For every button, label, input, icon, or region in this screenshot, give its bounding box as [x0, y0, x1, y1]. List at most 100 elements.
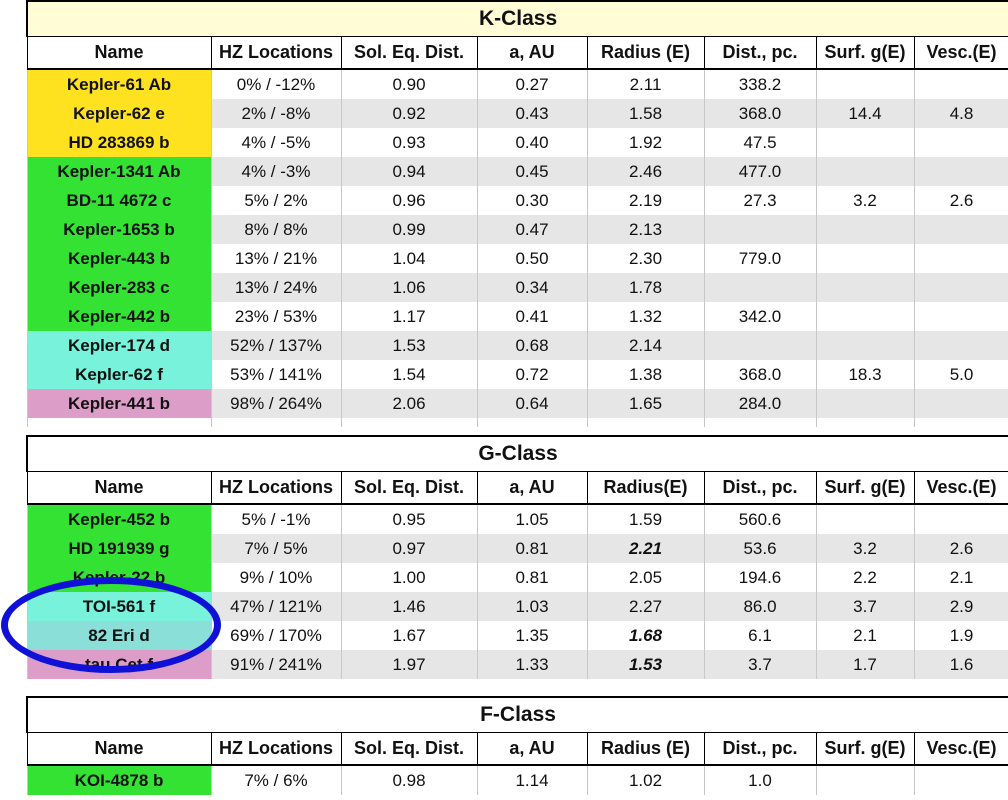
value-cell: 342.0: [703, 302, 817, 331]
planet-name-cell: Kepler-443 b: [26, 244, 212, 273]
value-cell: 2.46: [586, 157, 705, 186]
value-cell: 2.1: [913, 563, 1008, 592]
planet-name-cell: HD 283869 b: [26, 128, 212, 157]
planet-name-cell: HD 191939 g: [26, 534, 212, 563]
section-title-row: G-Class: [25, 435, 1008, 472]
value-cell: [913, 157, 1008, 186]
planet-name-cell: Kepler-452 b: [26, 504, 212, 534]
planet-name-cell: Kepler-441 b: [26, 389, 212, 418]
planet-name-cell: Kepler-62 f: [26, 360, 212, 389]
highlight-ellipse: [1, 577, 221, 673]
value-cell: 477.0: [703, 157, 817, 186]
value-cell: 2% / -8%: [210, 99, 342, 128]
value-cell: [815, 128, 915, 157]
table-row: tau Cet f 91% / 241% 1.97 1.33 1.53 3.7 1.7 1.6: [26, 650, 1008, 679]
value-cell: 1.04: [340, 244, 478, 273]
column-header: Sol. Eq. Dist.: [340, 36, 478, 70]
value-cell: 1.6: [913, 650, 1008, 679]
value-cell: 52% / 137%: [210, 331, 342, 360]
section-spacer: [27, 679, 1008, 688]
value-cell: 1.65: [586, 389, 705, 418]
table-row: Kepler-174 d 52% / 137% 1.53 0.68 2.14: [26, 331, 1008, 360]
value-cell: [815, 389, 915, 418]
value-cell: 3.2: [815, 186, 915, 215]
planet-name-cell: Kepler-174 d: [26, 331, 212, 360]
section-title: G-Class: [25, 435, 1008, 472]
spacer-cell: [703, 418, 817, 427]
value-cell: 2.11: [586, 69, 705, 99]
table-row: Kepler-443 b 13% / 21% 1.04 0.50 2.30 779.0: [26, 244, 1008, 273]
planet-name-cell: BD-11 4672 c: [26, 186, 212, 215]
value-cell: 0.72: [476, 360, 588, 389]
value-cell: 779.0: [703, 244, 817, 273]
value-cell: 2.14: [586, 331, 705, 360]
value-cell: 86.0: [703, 592, 817, 621]
value-cell: 1.59: [586, 504, 705, 534]
value-cell: 23% / 53%: [210, 302, 342, 331]
value-cell: 53.6: [703, 534, 817, 563]
exoplanet-table: K-Class Name HZ Locations Sol. Eq. Dist. a, …: [25, 0, 1008, 795]
table-row: Kepler-1653 b 8% / 8% 0.99 0.47 2.13: [26, 215, 1008, 244]
planet-name-cell: Kepler-283 c: [26, 273, 212, 302]
value-cell: 2.30: [586, 244, 705, 273]
column-header: Surf. g(E): [815, 471, 915, 505]
value-cell: 1.53: [340, 331, 478, 360]
value-cell: 0.95: [340, 504, 478, 534]
value-cell: 0.47: [476, 215, 588, 244]
spacer-cell: [815, 418, 915, 427]
value-cell: 560.6: [703, 504, 817, 534]
value-cell: 1.33: [476, 650, 588, 679]
value-cell: 0.40: [476, 128, 588, 157]
gap-cell: [27, 688, 1008, 697]
value-cell: 1.38: [586, 360, 705, 389]
value-cell: 4% / -3%: [210, 157, 342, 186]
value-cell: 1.92: [586, 128, 705, 157]
table-row: Kepler-61 Ab 0% / -12% 0.90 0.27 2.11 338.2: [26, 69, 1008, 99]
value-cell: 0.98: [340, 765, 478, 795]
column-header-row: Name HZ Locations Sol. Eq. Dist. a, AU Radiu…: [26, 471, 1008, 505]
value-cell: [703, 215, 817, 244]
spacer-cell: [477, 679, 587, 688]
value-cell: 0.96: [340, 186, 478, 215]
table-row: Kepler-62 f 53% / 141% 1.54 0.72 1.38 368.0 18…: [26, 360, 1008, 389]
column-header: a, AU: [476, 732, 588, 766]
value-cell: 2.9: [913, 592, 1008, 621]
table-row: Kepler-1341 Ab 4% / -3% 0.94 0.45 2.46 477.0: [26, 157, 1008, 186]
value-cell: [815, 273, 915, 302]
section-title: K-Class: [25, 0, 1008, 37]
table-row: KOI-4878 b 7% / 6% 0.98 1.14 1.02 1.0: [26, 765, 1008, 795]
table-row: Kepler-283 c 13% / 24% 1.06 0.34 1.78: [26, 273, 1008, 302]
value-cell: 1.17: [340, 302, 478, 331]
value-cell: [913, 244, 1008, 273]
value-cell: 194.6: [703, 563, 817, 592]
value-cell: 0.99: [340, 215, 478, 244]
value-cell: 1.03: [476, 592, 588, 621]
value-cell: [913, 504, 1008, 534]
value-cell: [913, 69, 1008, 99]
value-cell: 1.58: [586, 99, 705, 128]
column-header: HZ Locations: [210, 471, 342, 505]
value-cell: [815, 69, 915, 99]
column-header: a, AU: [476, 36, 588, 70]
column-header: Name: [26, 732, 212, 766]
value-cell: [815, 215, 915, 244]
value-cell: 0.92: [340, 99, 478, 128]
value-cell: [703, 273, 817, 302]
value-cell: 1.35: [476, 621, 588, 650]
value-cell: 2.05: [586, 563, 705, 592]
gap-cell: [27, 427, 1008, 436]
table-row: HD 191939 g 7% / 5% 0.97 0.81 2.21 53.6 3.2 2.6: [26, 534, 1008, 563]
planet-name-cell: Kepler-61 Ab: [26, 69, 212, 99]
value-cell: [815, 302, 915, 331]
column-header: Name: [26, 36, 212, 70]
table-row: Kepler-442 b 23% / 53% 1.17 0.41 1.32 342.0: [26, 302, 1008, 331]
value-cell: 1.9: [913, 621, 1008, 650]
value-cell: [913, 331, 1008, 360]
value-cell: [815, 504, 915, 534]
value-cell: 53% / 141%: [210, 360, 342, 389]
value-cell: 2.6: [913, 534, 1008, 563]
spacer-cell: [587, 679, 704, 688]
spacer-cell: [816, 679, 914, 688]
value-cell: 8% / 8%: [210, 215, 342, 244]
column-header: Name: [26, 471, 212, 505]
